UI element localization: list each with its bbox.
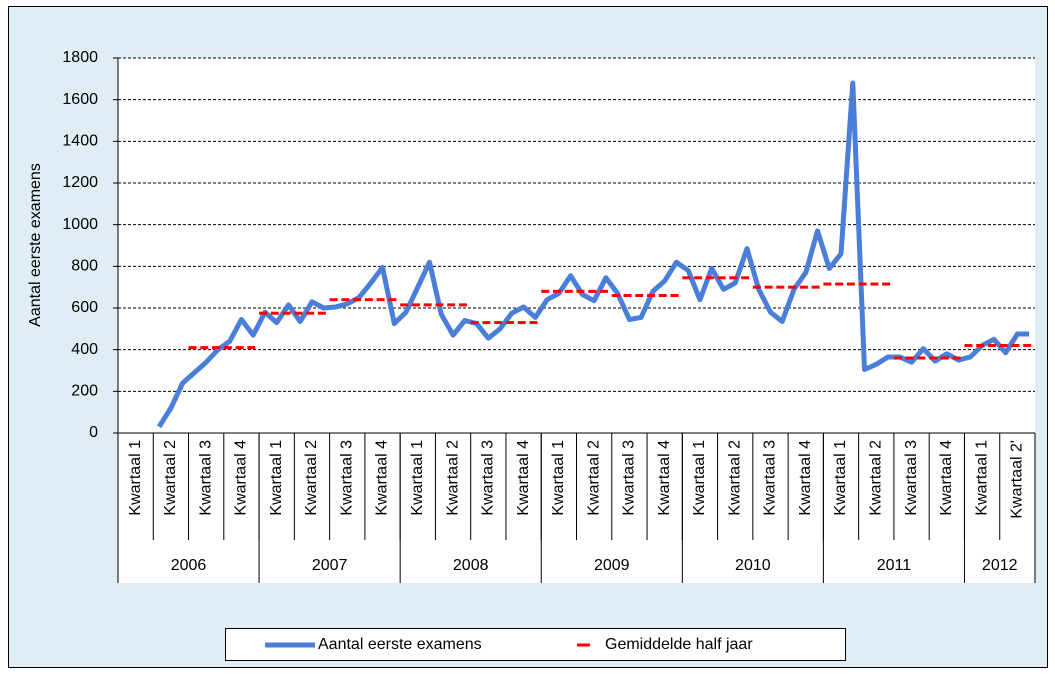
x-tick-label: Kwartaal 3 — [903, 440, 920, 516]
x-tick-label: Kwartaal 3 — [197, 440, 214, 516]
x-tick-label: Kwartaal 2' — [1009, 440, 1026, 519]
y-tick-label: 200 — [71, 383, 98, 400]
x-tick-label: Kwartaal 4 — [656, 440, 673, 516]
x-tick-label: Kwartaal 3 — [338, 440, 355, 516]
x-tick-label: Kwartaal 3 — [621, 440, 638, 516]
x-tick-label: Kwartaal 1 — [550, 440, 567, 516]
y-tick-label: 0 — [89, 424, 98, 441]
x-tick-label: Kwartaal 1 — [973, 440, 990, 516]
x-tick-label: Kwartaal 2 — [585, 440, 602, 516]
x-group-label: 2011 — [877, 557, 912, 574]
legend — [225, 628, 846, 661]
data-line — [156, 80, 1030, 429]
x-tick-label: Kwartaal 2 — [868, 440, 885, 516]
y-tick-label: 800 — [71, 258, 98, 275]
x-group-label: 2010 — [735, 557, 771, 574]
y-axis-title: Aantal eerste examens — [27, 163, 44, 327]
x-tick-label: Kwartaal 4 — [515, 440, 532, 516]
x-tick-label: Kwartaal 1 — [409, 440, 426, 516]
x-tick-label: Kwartaal 2 — [303, 440, 320, 516]
y-tick-label: 600 — [71, 299, 98, 316]
x-tick-label: Kwartaal 3 — [762, 440, 779, 516]
legend-label: Aantal eerste examens — [318, 636, 482, 653]
y-tick-label: 1400 — [62, 133, 98, 150]
x-tick-label: Kwartaal 1 — [268, 440, 285, 516]
y-tick-label: 1600 — [62, 91, 98, 108]
x-tick-label: Kwartaal 4 — [797, 440, 814, 516]
x-tick-label: Kwartaal 4 — [374, 440, 391, 516]
x-tick-label: Kwartaal 2 — [444, 440, 461, 516]
x-group-label: 2008 — [453, 557, 489, 574]
y-tick-label: 1200 — [62, 174, 98, 191]
x-group-label: 2012 — [982, 557, 1018, 574]
x-tick-label: Kwartaal 1 — [832, 440, 849, 516]
x-tick-label: Kwartaal 4 — [233, 440, 250, 516]
y-tick-label: 400 — [71, 341, 98, 358]
x-tick-label: Kwartaal 1 — [127, 440, 144, 516]
x-tick-label: Kwartaal 1 — [691, 440, 708, 516]
x-tick-label: Kwartaal 2 — [162, 440, 179, 516]
x-tick-label: Kwartaal 3 — [480, 440, 497, 516]
y-tick-label: 1000 — [62, 216, 98, 233]
x-tick-label: Kwartaal 4 — [938, 440, 955, 516]
x-group-label: 2009 — [594, 557, 630, 574]
x-group-label: 2007 — [312, 557, 348, 574]
x-tick-label: Kwartaal 2 — [726, 440, 743, 516]
y-tick-label: 1800 — [62, 49, 98, 66]
legend-label: Gemiddelde half jaar — [605, 636, 753, 653]
x-group-label: 2006 — [171, 557, 207, 574]
